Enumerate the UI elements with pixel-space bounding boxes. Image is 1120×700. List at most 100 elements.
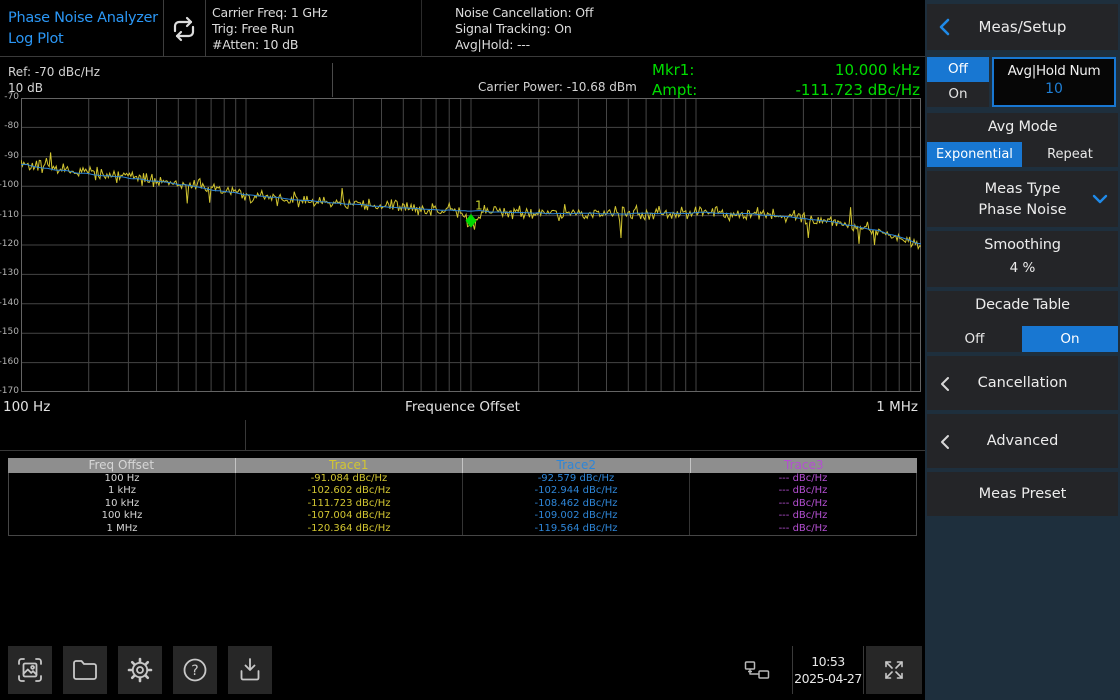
save-button[interactable] xyxy=(228,646,272,694)
y-tick-label: -70 xyxy=(4,92,19,102)
continuous-sweep-button[interactable] xyxy=(166,11,202,47)
trace-value-cell: -102.602 dBc/Hz xyxy=(236,485,463,498)
x-axis-title: Frequence Offset xyxy=(405,399,520,415)
header-settings-col1: Carrier Freq: 1 GHz Trig: Free Run #Atte… xyxy=(212,5,328,53)
meas-setup-panel: Meas/Setup Off On Avg|Hold Num 10 Avg Mo… xyxy=(925,0,1120,700)
trace-value-cell: -111.723 dBc/Hz xyxy=(236,497,463,511)
settings-button[interactable] xyxy=(118,646,162,694)
meas-type-button[interactable]: Meas Type Phase Noise xyxy=(927,171,1118,227)
y-tick-label: -120 xyxy=(0,239,19,249)
avg-mode-options: Exponential Repeat xyxy=(927,142,1118,167)
panel-title: Meas/Setup xyxy=(978,18,1067,36)
x-axis-end-label: 1 MHz xyxy=(876,399,918,415)
advanced-button[interactable]: Advanced xyxy=(927,414,1118,468)
svg-text:?: ? xyxy=(191,663,198,679)
decade-table-header: Freq Offset Trace1 Trace2 Trace3 xyxy=(8,458,917,473)
y-tick-label: -90 xyxy=(4,150,19,161)
table-row: 1 kHz -102.602 dBc/Hz -102.944 dBc/Hz --- d… xyxy=(9,485,916,498)
carrier-freq-readout: Carrier Freq: 1 GHz xyxy=(212,5,328,20)
meas-type-label: Meas Type xyxy=(984,181,1061,197)
scale-per-div-label: 10 dB xyxy=(8,81,43,95)
decade-table-off-button[interactable]: Off xyxy=(964,331,985,347)
info-divider xyxy=(332,63,333,97)
repeat-icon xyxy=(173,16,195,42)
screenshot-icon xyxy=(18,658,42,682)
y-tick-label: -110 xyxy=(0,209,19,220)
atten-readout: #Atten: 10 dB xyxy=(212,37,299,52)
chevron-down-icon xyxy=(1092,194,1108,204)
meas-type-value: Phase Noise xyxy=(978,202,1067,218)
help-icon: ? xyxy=(183,658,207,682)
avg-hold-off-option[interactable]: Off xyxy=(927,57,989,82)
date-readout: 2025-04-27 xyxy=(794,671,862,686)
app-title-line1: Phase Noise Analyzer xyxy=(8,10,158,26)
y-tick-label: -160 xyxy=(0,356,19,367)
meas-preset-label: Meas Preset xyxy=(978,486,1067,502)
avg-hold-num-value: 10 xyxy=(1045,81,1063,97)
trace-value-cell: -108.462 dBc/Hz xyxy=(463,497,690,511)
clock: 10:53 2025-04-27 xyxy=(793,653,863,687)
marker-ampt-value: -111.723 dBc/Hz xyxy=(795,80,920,99)
avg-mode-exponential-button[interactable]: Exponential xyxy=(927,142,1022,167)
folder-icon xyxy=(73,660,97,680)
fullscreen-button[interactable] xyxy=(866,646,922,694)
header-bar: Phase Noise Analyzer Log Plot Carrier Fr… xyxy=(0,0,925,57)
carrier-power-readout: Carrier Power: -10.68 dBm xyxy=(478,80,637,94)
save-icon xyxy=(240,658,260,681)
toolbar-divider xyxy=(863,646,864,694)
marker-ampt-row: Ampt: -111.723 dBc/Hz xyxy=(652,81,920,101)
y-tick-label: -140 xyxy=(0,297,19,308)
cancellation-button[interactable]: Cancellation xyxy=(927,356,1118,410)
freq-offset-cell: 1 kHz xyxy=(9,485,236,498)
decade-table-body: 100 Hz -91.084 dBc/Hz -92.579 dBc/Hz --- dB… xyxy=(8,473,917,536)
ref-level-label: Ref: -70 dBc/Hz xyxy=(8,65,101,79)
trace-value-cell: -102.944 dBc/Hz xyxy=(463,485,690,498)
table-header-cell: Trace2 xyxy=(463,458,691,473)
avg-hold-num-label: Avg|Hold Num xyxy=(1007,63,1101,79)
phase-noise-plot[interactable]: 1 xyxy=(21,98,921,392)
trace-value-cell: --- dBc/Hz xyxy=(778,522,828,534)
table-header-cell: Freq Offset xyxy=(8,458,236,473)
avg-hold-num-field[interactable]: Avg|Hold Num 10 xyxy=(992,57,1116,107)
avg-mode-label: Avg Mode xyxy=(987,119,1058,135)
section-divider-vertical xyxy=(245,420,246,450)
decade-table-label: Decade Table xyxy=(975,297,1070,313)
y-tick-label: -100 xyxy=(0,180,19,191)
lan-status-icon xyxy=(744,660,770,680)
screenshot-button[interactable] xyxy=(8,646,52,694)
smoothing-label: Smoothing xyxy=(984,237,1061,253)
meas-preset-button[interactable]: Meas Preset xyxy=(927,472,1118,516)
back-chevron-icon[interactable] xyxy=(939,18,951,36)
x-axis-start-label: 100 Hz xyxy=(3,399,51,415)
table-row: 1 MHz -120.364 dBc/Hz -119.564 dBc/Hz --- d… xyxy=(9,522,916,535)
avg-mode-repeat-button[interactable]: Repeat xyxy=(1047,147,1093,162)
table-header-cell: Trace3 xyxy=(784,458,824,472)
chevron-left-icon xyxy=(940,434,950,450)
trace-value-cell: -120.364 dBc/Hz xyxy=(236,522,463,535)
chevron-left-icon xyxy=(940,376,950,392)
decade-table-on-button[interactable]: On xyxy=(1022,326,1118,352)
advanced-label: Advanced xyxy=(986,433,1059,449)
trace-value-cell: --- dBc/Hz xyxy=(778,510,828,522)
avg-hold-toggle: Off On xyxy=(927,57,989,107)
trace-value-cell: -107.004 dBc/Hz xyxy=(236,510,463,523)
svg-text:1: 1 xyxy=(475,199,483,213)
y-tick-label: -80 xyxy=(4,121,19,132)
file-explorer-button[interactable] xyxy=(63,646,107,694)
trace-value-cell: -119.564 dBc/Hz xyxy=(463,522,690,535)
table-header-cell: Trace1 xyxy=(236,458,463,473)
avg-hold-on-option[interactable]: On xyxy=(948,86,968,102)
panel-header[interactable]: Meas/Setup xyxy=(927,4,1118,50)
cancellation-label: Cancellation xyxy=(977,375,1068,391)
help-button[interactable]: ? xyxy=(173,646,217,694)
smoothing-button[interactable]: Smoothing 4 % xyxy=(927,231,1118,287)
time-readout: 10:53 xyxy=(811,654,845,669)
expand-icon xyxy=(885,661,903,679)
marker-ampt-label: Ampt: xyxy=(652,80,698,99)
smoothing-value: 4 % xyxy=(1009,260,1036,276)
table-row: 100 kHz -107.004 dBc/Hz -109.002 dBc/Hz ---… xyxy=(9,510,916,523)
decade-table: Freq Offset Trace1 Trace2 Trace3 100 Hz -91.… xyxy=(8,458,917,536)
trace-value-cell: --- dBc/Hz xyxy=(778,485,828,497)
gear-icon xyxy=(127,657,153,683)
